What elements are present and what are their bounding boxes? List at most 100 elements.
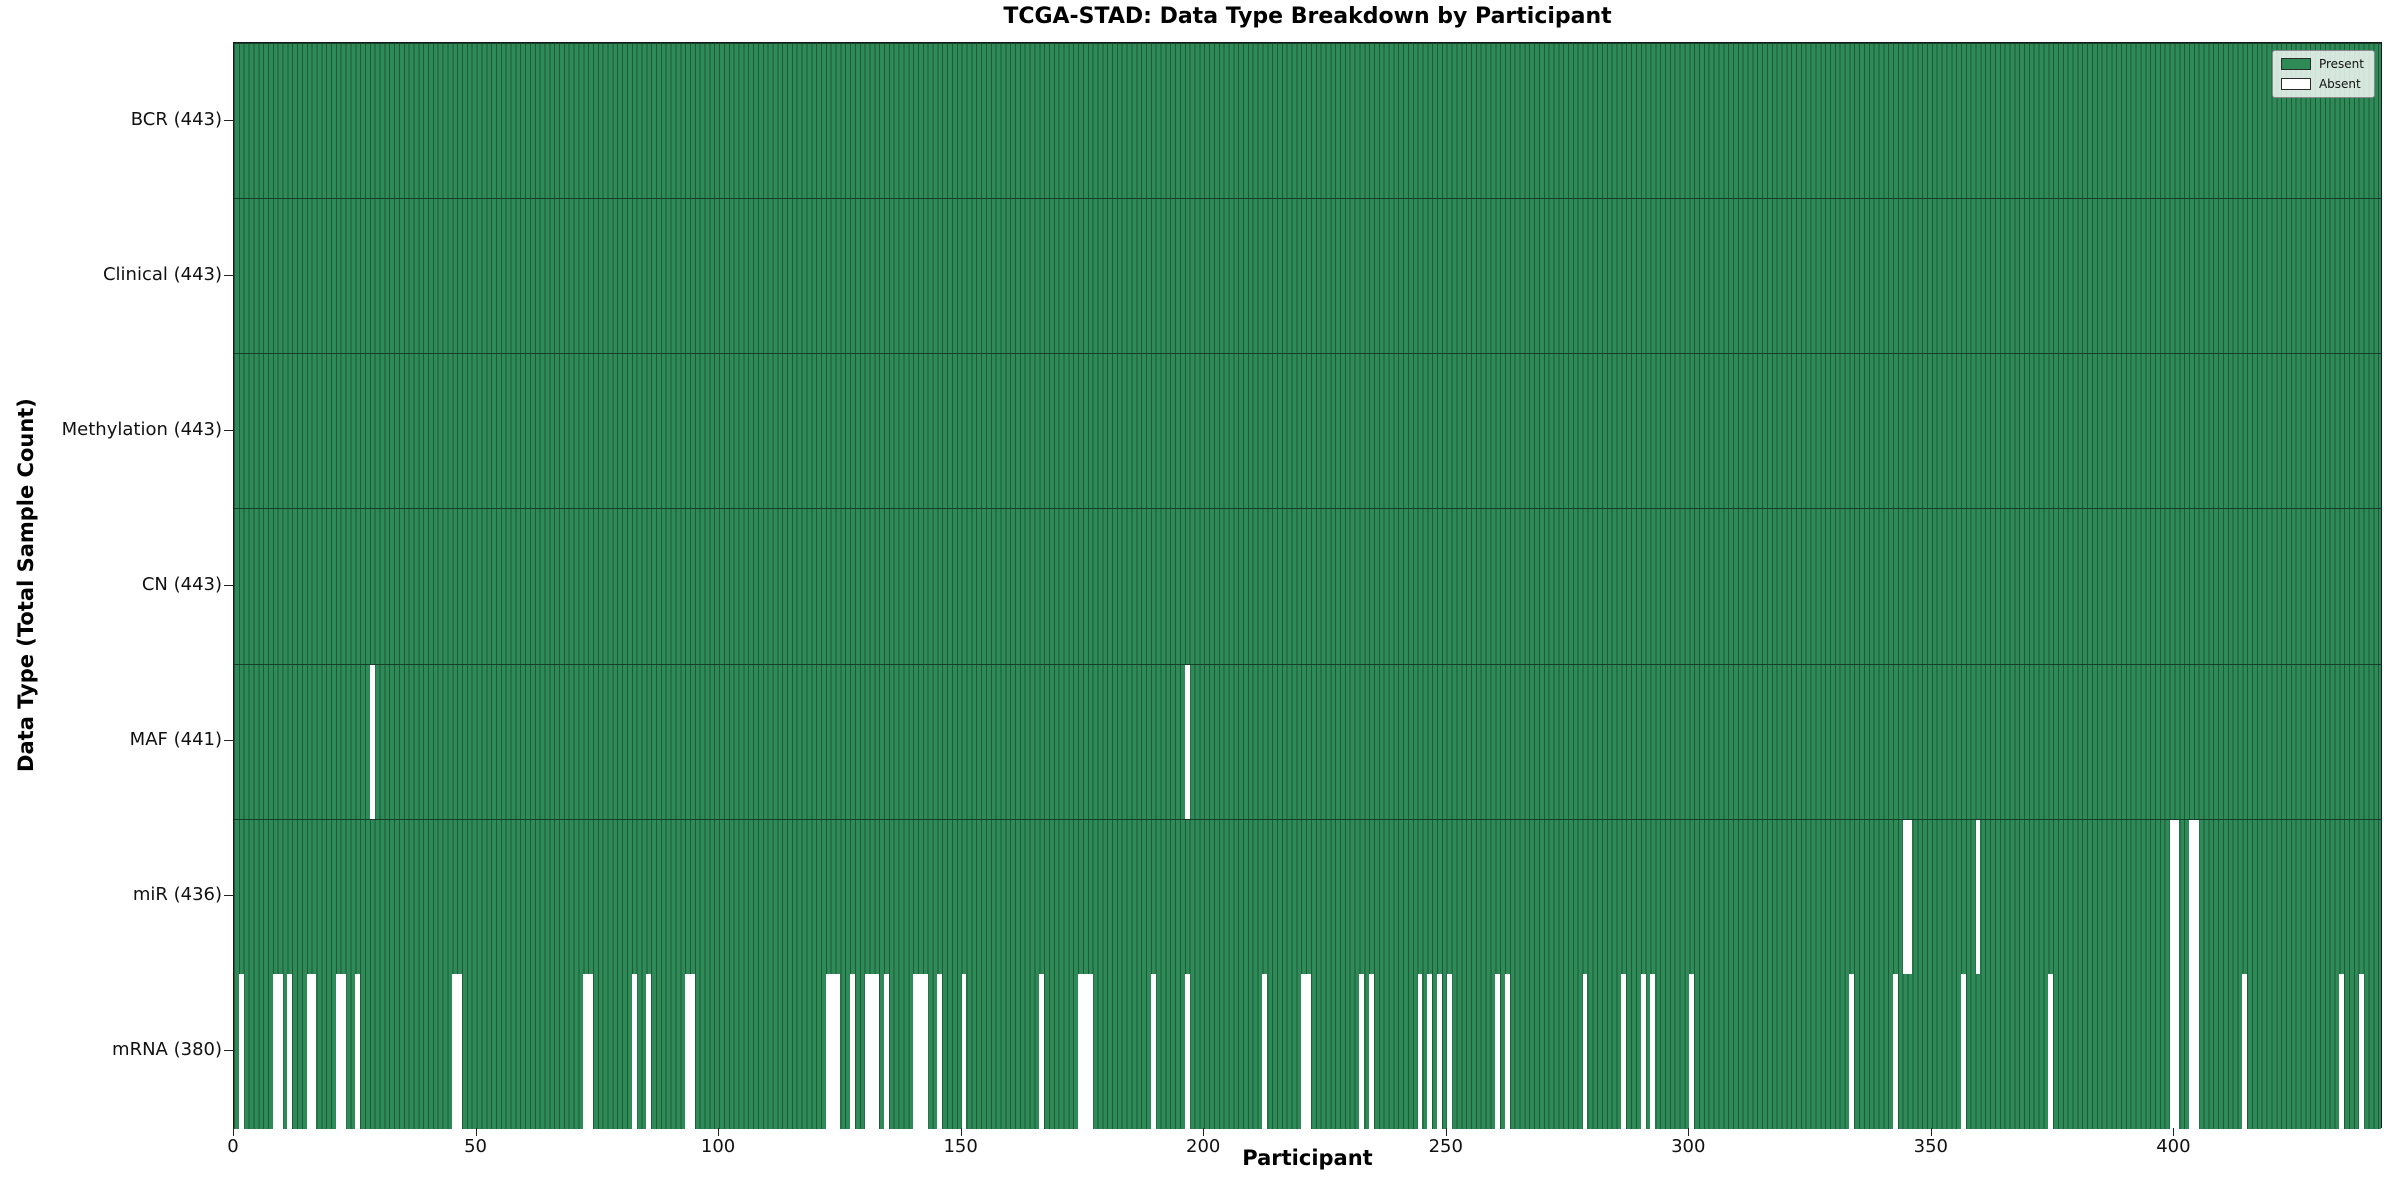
absent-bar [2169, 973, 2175, 1129]
absent-bar [1369, 973, 1374, 1129]
absent-bar [2339, 973, 2345, 1129]
absent-bar [272, 973, 278, 1129]
absent-bar [452, 973, 458, 1129]
absent-bar [2174, 973, 2180, 1129]
x-tick-mark [1445, 1128, 1447, 1136]
absent-bar [869, 973, 875, 1129]
absent-swatch-icon [2280, 78, 2311, 90]
absent-bar [913, 973, 918, 1129]
y-tick-label-mir: miR (436) [132, 884, 222, 906]
absent-bar [1975, 819, 1981, 974]
absent-bar [1495, 973, 1501, 1129]
absent-bar [1078, 973, 1083, 1129]
y-tick-label-bcr: BCR (443) [130, 108, 222, 130]
absent-bar [937, 973, 943, 1129]
absent-bar [1504, 973, 1510, 1129]
y-tick-mark [224, 274, 233, 276]
absent-bar [1849, 973, 1855, 1129]
x-tick-label: 50 [464, 1136, 487, 1157]
row-band-bcr [234, 43, 2381, 199]
legend-item-absent: Absent [2280, 77, 2364, 91]
absent-bar [835, 973, 841, 1129]
absent-bar [335, 973, 341, 1129]
absent-bar [1893, 973, 1898, 1129]
absent-bar [287, 973, 293, 1129]
absent-bar [2193, 973, 2199, 1129]
x-tick-label: 200 [1186, 1136, 1221, 1157]
absent-bar [2174, 819, 2180, 974]
y-tick-mark [224, 119, 233, 121]
absent-bar [685, 973, 690, 1129]
absent-bar [1437, 973, 1442, 1129]
legend-label-absent: Absent [2318, 77, 2361, 91]
x-tick-label: 300 [1671, 1136, 1706, 1157]
x-tick-label: 250 [1428, 1136, 1463, 1157]
absent-bar [1650, 973, 1656, 1129]
absent-bar [2188, 819, 2194, 974]
x-tick-mark [1688, 1128, 1690, 1136]
absent-bar [1427, 973, 1433, 1129]
absent-bar [306, 973, 312, 1129]
x-tick-mark [960, 1128, 962, 1136]
absent-bar [1446, 973, 1452, 1129]
x-tick-mark [718, 1128, 720, 1136]
absent-bar [1087, 973, 1093, 1129]
x-tick-mark [2173, 1128, 2175, 1136]
absent-bar [1306, 973, 1311, 1129]
absent-bar [1262, 973, 1268, 1129]
absent-bar [369, 664, 375, 819]
row-band-mir [234, 818, 2381, 974]
y-tick-label-mrna: mRNA (380) [112, 1039, 222, 1061]
plot-area: Present Absent [233, 42, 2382, 1129]
absent-bar [864, 973, 870, 1129]
absent-bar [2242, 973, 2248, 1129]
absent-bar [238, 973, 244, 1129]
absent-bar [311, 973, 317, 1129]
chart-title: TCGA-STAD: Data Type Breakdown by Partic… [1003, 4, 1612, 29]
y-tick-label-methylation: Methylation (443) [61, 418, 222, 440]
absent-bar [355, 973, 361, 1129]
absent-bar [689, 973, 695, 1129]
absent-bar [884, 973, 889, 1129]
absent-bar [1184, 664, 1190, 819]
absent-bar [277, 973, 283, 1129]
absent-bar [340, 973, 346, 1129]
absent-bar [917, 973, 923, 1129]
absent-bar [874, 973, 880, 1129]
y-tick-label-cn: CN (443) [141, 574, 222, 595]
absent-bar [1640, 973, 1646, 1129]
legend-label-present: Present [2318, 57, 2364, 71]
y-tick-mark [224, 585, 233, 586]
absent-bar [2358, 973, 2364, 1129]
x-tick-label: 350 [1913, 1136, 1949, 1157]
row-band-mrna [234, 973, 2381, 1129]
absent-bar [922, 973, 928, 1129]
absent-bar [1150, 973, 1156, 1129]
row-band-clinical [234, 198, 2381, 354]
y-tick-mark [224, 1050, 233, 1052]
absent-bar [1621, 973, 1627, 1129]
absent-bar [1582, 973, 1588, 1129]
absent-bar [588, 973, 593, 1129]
absent-bar [2188, 973, 2194, 1129]
absent-bar [1039, 973, 1045, 1129]
legend: Present Absent [2271, 50, 2375, 98]
x-tick-label: 150 [943, 1136, 978, 1157]
x-tick-label: 0 [227, 1136, 239, 1157]
y-tick-label-clinical: Clinical (443) [102, 263, 222, 285]
absent-bar [457, 973, 462, 1129]
absent-bar [1907, 819, 1913, 974]
absent-bar [1902, 819, 1908, 974]
y-tick-mark [224, 429, 233, 431]
x-tick-mark [233, 1128, 234, 1136]
absent-bar [631, 973, 637, 1129]
absent-bar [1082, 973, 1088, 1129]
x-tick-mark [475, 1128, 477, 1136]
absent-bar [1689, 973, 1695, 1129]
absent-bar [961, 973, 967, 1129]
absent-bar [1184, 973, 1190, 1129]
x-tick-mark [1203, 1128, 1205, 1136]
x-tick-mark [1930, 1128, 1932, 1136]
x-tick-label: 400 [2156, 1136, 2191, 1157]
